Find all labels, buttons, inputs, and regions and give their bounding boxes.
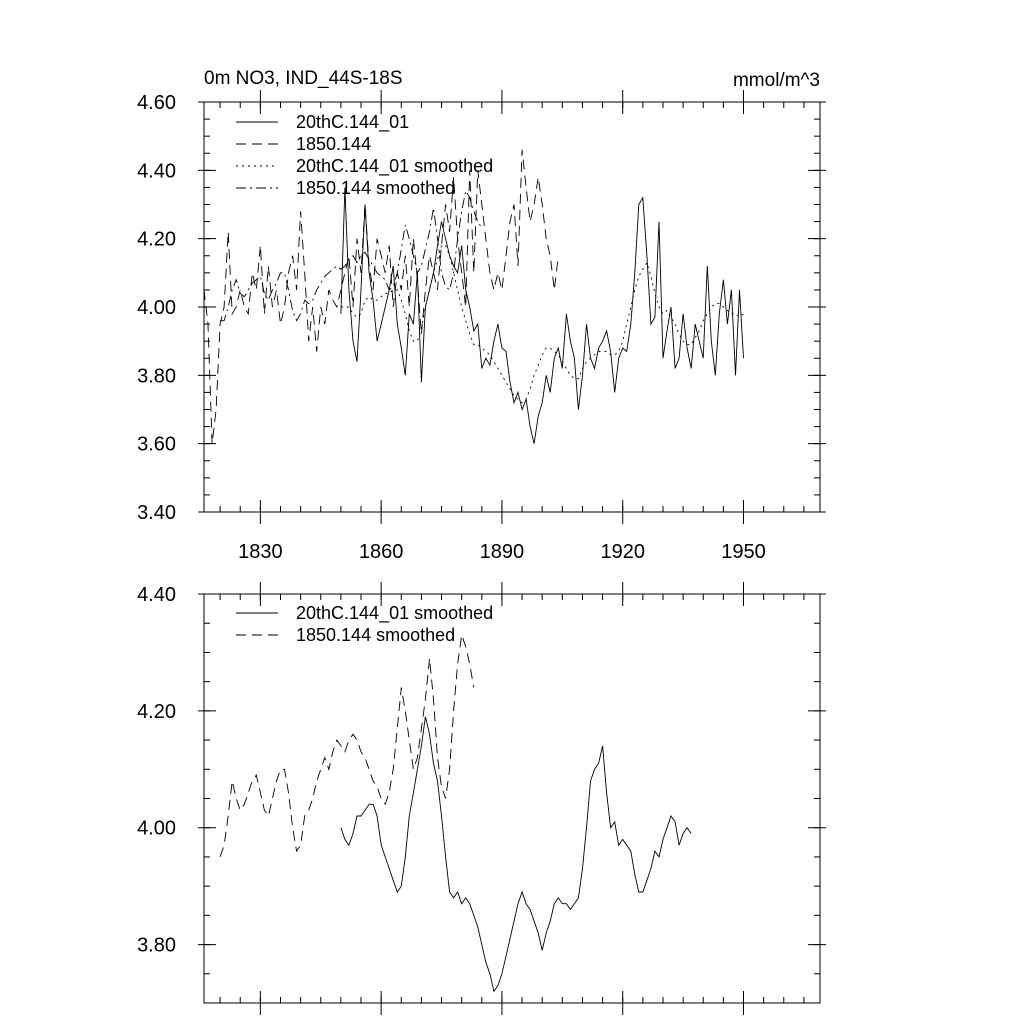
- x-tick-label: 1890: [480, 541, 525, 563]
- y-tick-label: 4.40: [137, 160, 176, 182]
- chart-title: 0m NO3, IND_44S-18S: [204, 68, 403, 89]
- x-tick-label: 1950: [721, 541, 766, 563]
- y-tick-label: 4.60: [137, 92, 176, 114]
- plot-frame: [203, 593, 821, 1004]
- legend-label: 1850.144 smoothed: [296, 178, 455, 198]
- units-label: mmol/m^3: [733, 70, 820, 91]
- legend-label: 1850.144 smoothed: [296, 625, 455, 645]
- y-tick-label: 4.00: [137, 818, 176, 840]
- y-tick-label: 3.60: [137, 434, 176, 456]
- x-tick-label: 1860: [359, 541, 404, 563]
- legend-label: 1850.144: [296, 134, 371, 154]
- y-tick-label: 3.80: [137, 935, 176, 957]
- series-line: [219, 634, 475, 858]
- series-line: [220, 189, 483, 322]
- y-tick-label: 3.40: [137, 502, 176, 524]
- series-line: [340, 187, 744, 444]
- series-line: [204, 149, 559, 444]
- legend-label: 20thC.144_01 smoothed: [296, 603, 493, 624]
- top-panel: 3.40 3.60 3.80 4.00 4.20 4.40 4.60 1830 1860 1890…: [137, 90, 826, 563]
- y-tick-label: 4.00: [137, 297, 176, 319]
- y-tick-label: 4.40: [137, 584, 176, 606]
- y-tick-label: 3.80: [137, 365, 176, 387]
- x-tick-label: 1830: [238, 541, 283, 563]
- legend-label: 20thC.144_01: [296, 112, 409, 133]
- series-line: [340, 716, 692, 993]
- y-tick-label: 4.20: [137, 701, 176, 723]
- x-tick-label: 1920: [600, 541, 645, 563]
- legend-label: 20thC.144_01 smoothed: [296, 156, 493, 177]
- y-tick-label: 4.20: [137, 229, 176, 251]
- series-line: [340, 245, 744, 404]
- bottom-panel: 3.80 4.00 4.20 4.40 20thC.144_01 smoothed185…: [137, 582, 826, 1015]
